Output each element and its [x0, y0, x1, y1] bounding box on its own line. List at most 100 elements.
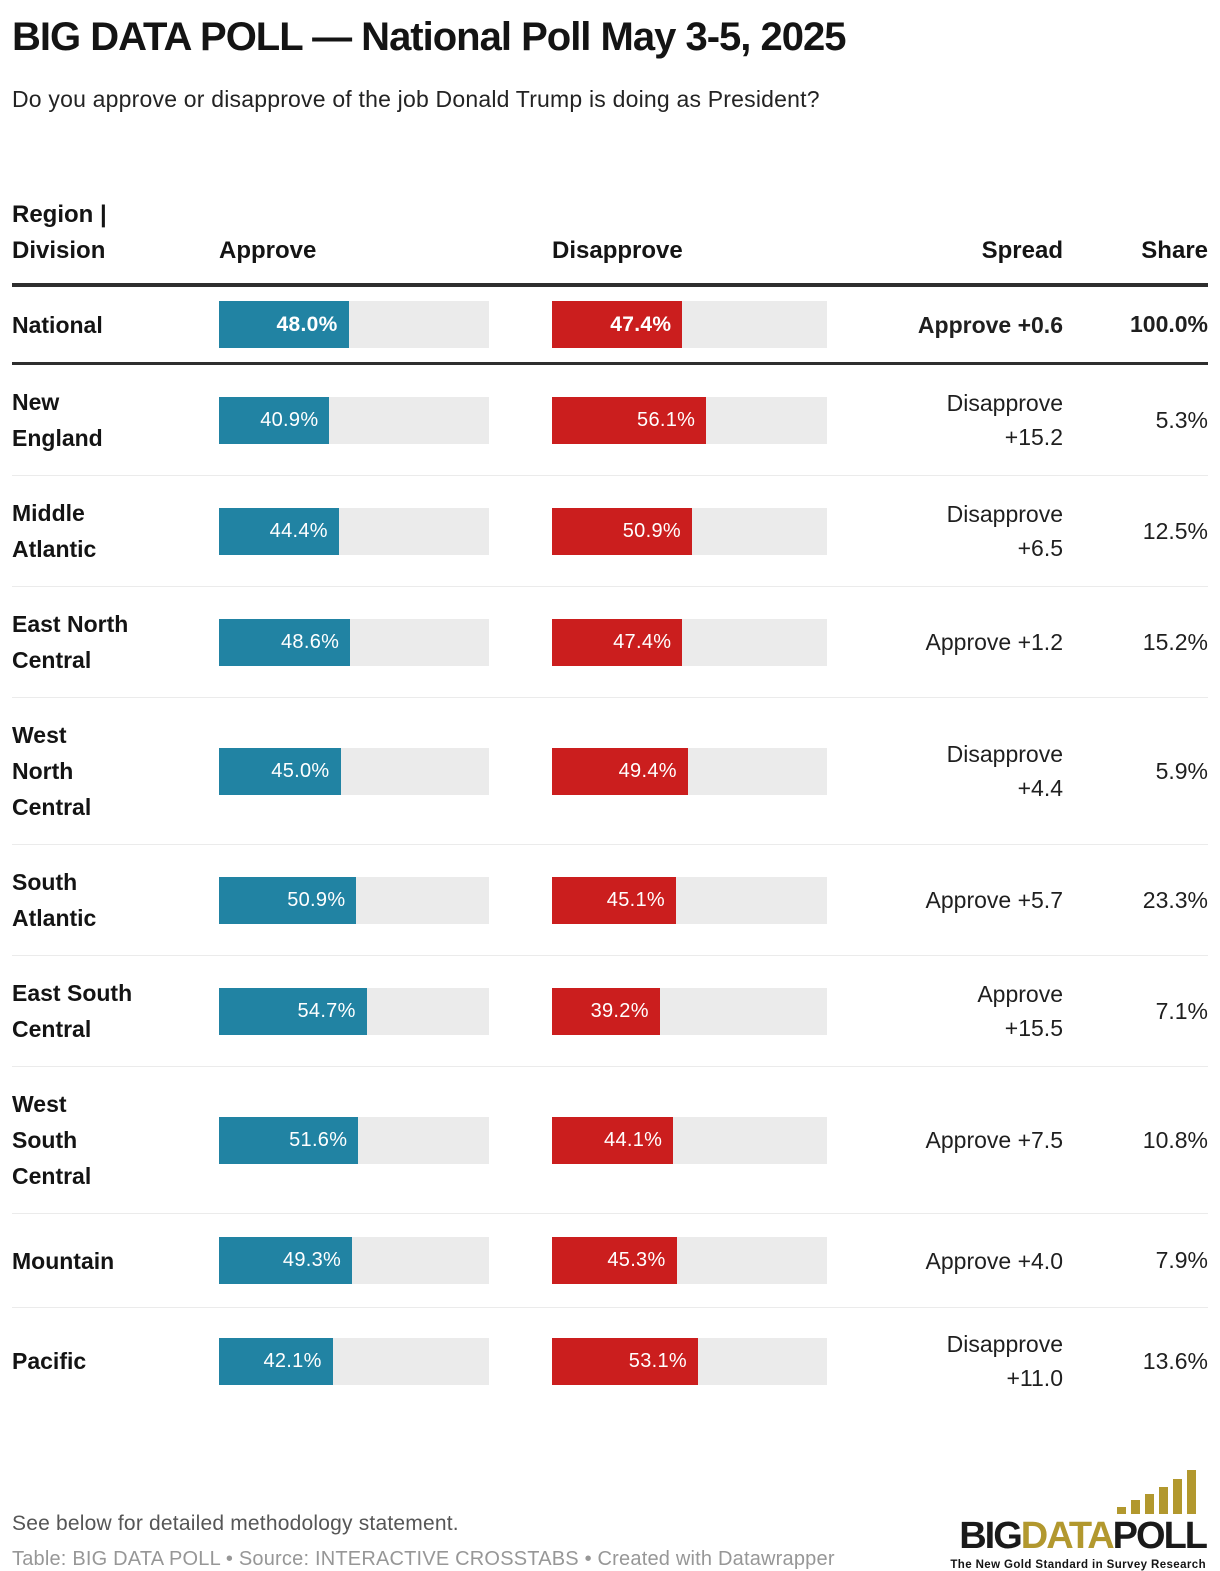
logo-bar-icon [1159, 1487, 1168, 1514]
approve-bar: 44.4% [219, 507, 339, 555]
approve-bar-cell: 48.0% [219, 301, 552, 348]
approve-bar: 50.9% [219, 876, 357, 924]
table-row: Middle Atlantic 44.4% 50.9% Disapprove +… [12, 475, 1208, 586]
table-row: West North Central 45.0% 49.4% Disapprov… [12, 697, 1208, 844]
disapprove-bar-track: 47.4% [552, 301, 827, 348]
disapprove-bar-cell: 50.9% [552, 507, 827, 555]
region-label: West South Central [12, 1091, 92, 1189]
logo-bar-icon [1187, 1470, 1196, 1514]
approve-value: 54.7% [297, 999, 356, 1022]
disapprove-bar: 45.3% [552, 1237, 677, 1284]
disapprove-value: 49.4% [618, 759, 677, 782]
region-label: Middle Atlantic [12, 500, 97, 562]
spread-value: Approve +15.5 [977, 981, 1063, 1041]
column-header-disapprove: Disapprove [552, 237, 683, 264]
disapprove-bar-track: 49.4% [552, 747, 827, 795]
disapprove-value: 56.1% [637, 408, 696, 431]
share-value: 12.5% [1142, 517, 1208, 544]
approve-bar: 45.0% [219, 747, 341, 795]
page-subtitle: Do you approve or disapprove of the job … [12, 86, 820, 112]
poll-table: Region | Division Approve Disapprove Spr… [12, 197, 1208, 1414]
share-value: 23.3% [1142, 886, 1208, 913]
approve-bar-track: 54.7% [219, 987, 489, 1035]
share-value: 5.3% [1155, 406, 1208, 433]
disapprove-bar: 47.4% [552, 301, 683, 348]
spread-value: Disapprove +15.2 [946, 390, 1063, 450]
share-value: 13.6% [1142, 1347, 1208, 1374]
approve-bar-track: 45.0% [219, 747, 489, 795]
logo-bar-icon [1131, 1500, 1140, 1514]
disapprove-bar: 49.4% [552, 747, 688, 795]
table-body: New England 40.9% 56.1% Disapprove +15.2… [12, 365, 1208, 1414]
approve-bar-cell: 51.6% [219, 1116, 552, 1164]
approve-value: 49.3% [282, 1249, 342, 1271]
approve-bar-track: 51.6% [219, 1116, 489, 1164]
share-value: 15.2% [1142, 628, 1208, 655]
disapprove-bar: 39.2% [552, 987, 660, 1035]
approve-bar-track: 49.3% [219, 1237, 489, 1284]
source-credit: Table: BIG DATA POLL • Source: INTERACTI… [12, 1548, 835, 1570]
disapprove-bar-cell: 53.1% [552, 1337, 827, 1385]
share-value: 7.1% [1155, 997, 1208, 1024]
disapprove-bar: 45.1% [552, 876, 677, 924]
approve-value: 51.6% [289, 1128, 348, 1151]
share-value: 100.0% [1129, 311, 1208, 337]
disapprove-bar-track: 39.2% [552, 987, 827, 1035]
column-header-spread: Spread [981, 237, 1063, 264]
approve-bar: 42.1% [219, 1337, 333, 1385]
approve-bar-track: 44.4% [219, 507, 489, 555]
approve-value: 48.6% [281, 630, 340, 653]
share-value: 7.9% [1155, 1247, 1208, 1273]
disapprove-bar-track: 56.1% [552, 396, 827, 444]
disapprove-value: 50.9% [622, 519, 681, 542]
region-label: East South Central [12, 980, 133, 1042]
disapprove-bar-cell: 39.2% [552, 987, 827, 1035]
logo-word-big: BIG [959, 1515, 1023, 1557]
region-label: South Atlantic [12, 869, 97, 931]
table-row: New England 40.9% 56.1% Disapprove +15.2… [12, 365, 1208, 475]
disapprove-value: 47.4% [610, 312, 672, 336]
disapprove-bar-track: 47.4% [552, 618, 827, 666]
logo-bar-icon [1145, 1494, 1154, 1514]
disapprove-bar-cell: 56.1% [552, 396, 827, 444]
table-header-row: Region | Division Approve Disapprove Spr… [12, 197, 1208, 287]
disapprove-value: 47.4% [613, 630, 672, 653]
region-label: West North Central [12, 722, 92, 820]
logo-bars-icon [1117, 1470, 1196, 1514]
footer-text-block: See below for detailed methodology state… [12, 1512, 835, 1571]
approve-bar: 48.0% [219, 301, 349, 348]
column-header-region: Region | Division [12, 201, 107, 264]
approve-bar-cell: 50.9% [219, 876, 552, 924]
disapprove-value: 53.1% [628, 1349, 688, 1372]
disapprove-bar: 47.4% [552, 618, 683, 666]
approve-value: 44.4% [269, 519, 328, 542]
approve-bar-cell: 48.6% [219, 618, 552, 666]
logo-wordmark: BIGDATAPOLL [959, 1515, 1208, 1557]
disapprove-bar-cell: 45.3% [552, 1237, 827, 1284]
disapprove-bar: 50.9% [552, 507, 692, 555]
approve-bar: 40.9% [219, 396, 330, 444]
spread-value: Disapprove +4.4 [946, 741, 1063, 801]
spread-value: Approve +4.0 [925, 1247, 1063, 1274]
table-row: Pacific 42.1% 53.1% Disapprove +11.0 13.… [12, 1307, 1208, 1414]
region-label: Pacific [12, 1348, 87, 1374]
page-title: BIG DATA POLL — National Poll May 3-5, 2… [12, 15, 846, 59]
disapprove-value: 45.1% [606, 888, 666, 911]
approve-bar: 49.3% [219, 1237, 353, 1284]
disapprove-bar-track: 45.3% [552, 1237, 827, 1284]
disapprove-bar: 53.1% [552, 1337, 699, 1385]
disapprove-value: 44.1% [604, 1128, 663, 1151]
approve-bar-cell: 44.4% [219, 507, 552, 555]
spread-value: Disapprove +11.0 [946, 1331, 1063, 1391]
table-row: East North Central 48.6% 47.4% Approve +… [12, 586, 1208, 697]
approve-bar: 54.7% [219, 987, 367, 1035]
region-label: New England [12, 389, 103, 451]
region-label: Mountain [12, 1247, 115, 1274]
disapprove-bar-track: 50.9% [552, 507, 827, 555]
column-header-share: Share [1141, 237, 1208, 264]
approve-value: 42.1% [263, 1349, 322, 1372]
logo-bar-icon [1173, 1479, 1182, 1514]
logo-word-poll: POLL [1112, 1515, 1208, 1557]
approve-bar-track: 40.9% [219, 396, 489, 444]
